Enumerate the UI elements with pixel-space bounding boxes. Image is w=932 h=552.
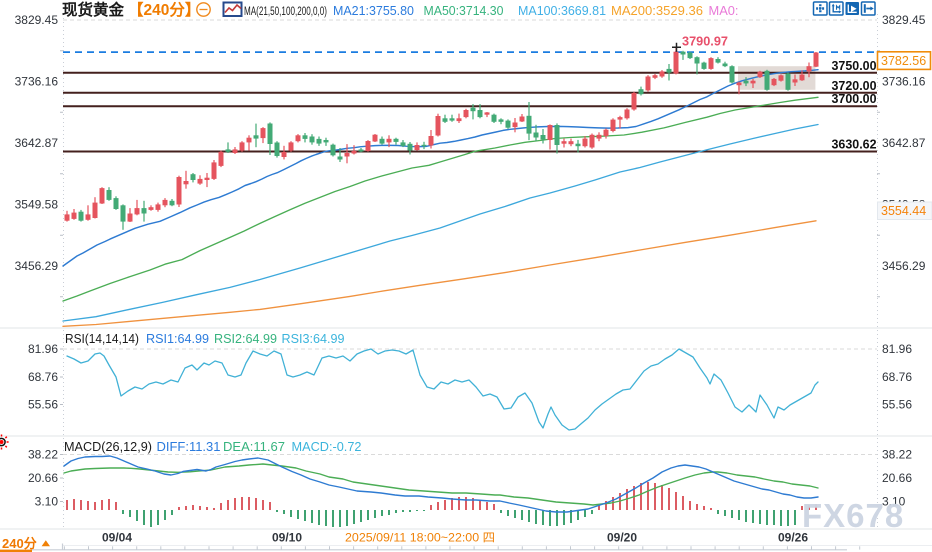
svg-text:240分: 240分 <box>2 536 37 551</box>
svg-text:3736.16: 3736.16 <box>15 75 59 89</box>
svg-text:3642.87: 3642.87 <box>882 136 926 150</box>
svg-text:RSI3:64.99: RSI3:64.99 <box>282 332 345 346</box>
svg-text:68.76: 68.76 <box>882 370 912 384</box>
svg-text:3700.00: 3700.00 <box>832 91 877 106</box>
svg-text:3456.29: 3456.29 <box>15 259 59 273</box>
svg-text:09/10: 09/10 <box>272 531 302 545</box>
svg-text:MACD(26,12,9): MACD(26,12,9) <box>64 440 152 454</box>
svg-text:3.10: 3.10 <box>882 495 906 509</box>
svg-text:DIFF:11.31: DIFF:11.31 <box>157 440 221 454</box>
svg-text:3720.00: 3720.00 <box>832 78 877 93</box>
svg-text:3456.29: 3456.29 <box>882 259 926 273</box>
svg-text:RSI(14,14,14): RSI(14,14,14) <box>65 332 139 346</box>
svg-text:68.76: 68.76 <box>28 370 58 384</box>
svg-text:MA200:3529.36: MA200:3529.36 <box>611 3 703 18</box>
svg-text:3630.62: 3630.62 <box>832 137 877 152</box>
svg-text:现货黄金: 现货黄金 <box>62 0 125 19</box>
svg-text:3736.16: 3736.16 <box>882 75 926 89</box>
svg-text:3.10: 3.10 <box>35 495 59 509</box>
svg-text:3549.58: 3549.58 <box>15 198 59 212</box>
svg-text:3829.45: 3829.45 <box>15 13 59 27</box>
svg-text:09/26: 09/26 <box>778 531 808 545</box>
svg-text:DEA:11.67: DEA:11.67 <box>223 440 285 454</box>
svg-text:3782.56: 3782.56 <box>881 54 926 68</box>
svg-text:81.96: 81.96 <box>882 342 912 356</box>
svg-text:MA21:3755.80: MA21:3755.80 <box>333 3 414 18</box>
svg-text:81.96: 81.96 <box>28 342 58 356</box>
svg-text:09/20: 09/20 <box>607 531 637 545</box>
svg-text:【240分】: 【240分】 <box>128 1 200 19</box>
svg-text:2025/09/11 18:00~22:00 四: 2025/09/11 18:00~22:00 四 <box>345 531 495 545</box>
svg-text:20.66: 20.66 <box>28 471 58 485</box>
svg-text:38.22: 38.22 <box>882 448 912 462</box>
svg-text:RSI1:64.99: RSI1:64.99 <box>146 332 209 346</box>
svg-text:MA50:3714.30: MA50:3714.30 <box>424 3 504 18</box>
svg-text:55.56: 55.56 <box>882 398 912 412</box>
svg-text:09/04: 09/04 <box>102 531 132 545</box>
svg-text:3642.87: 3642.87 <box>15 136 59 150</box>
svg-text:MA0:: MA0: <box>709 3 739 18</box>
svg-text:3750.00: 3750.00 <box>832 58 877 73</box>
svg-text:20.66: 20.66 <box>882 471 912 485</box>
svg-text:3829.45: 3829.45 <box>882 13 926 27</box>
svg-text:3554.44: 3554.44 <box>881 204 926 218</box>
svg-text:3790.97: 3790.97 <box>682 35 728 49</box>
svg-text:55.56: 55.56 <box>28 398 58 412</box>
svg-text:RSI2:64.99: RSI2:64.99 <box>214 332 277 346</box>
svg-text:FX678: FX678 <box>802 497 904 534</box>
svg-text:MACD:-0.72: MACD:-0.72 <box>292 440 362 454</box>
svg-text:MA(21,50,100,200,0,0): MA(21,50,100,200,0,0) <box>244 6 327 18</box>
svg-text:MA100:3669.81: MA100:3669.81 <box>518 3 606 18</box>
svg-text:38.22: 38.22 <box>28 448 58 462</box>
